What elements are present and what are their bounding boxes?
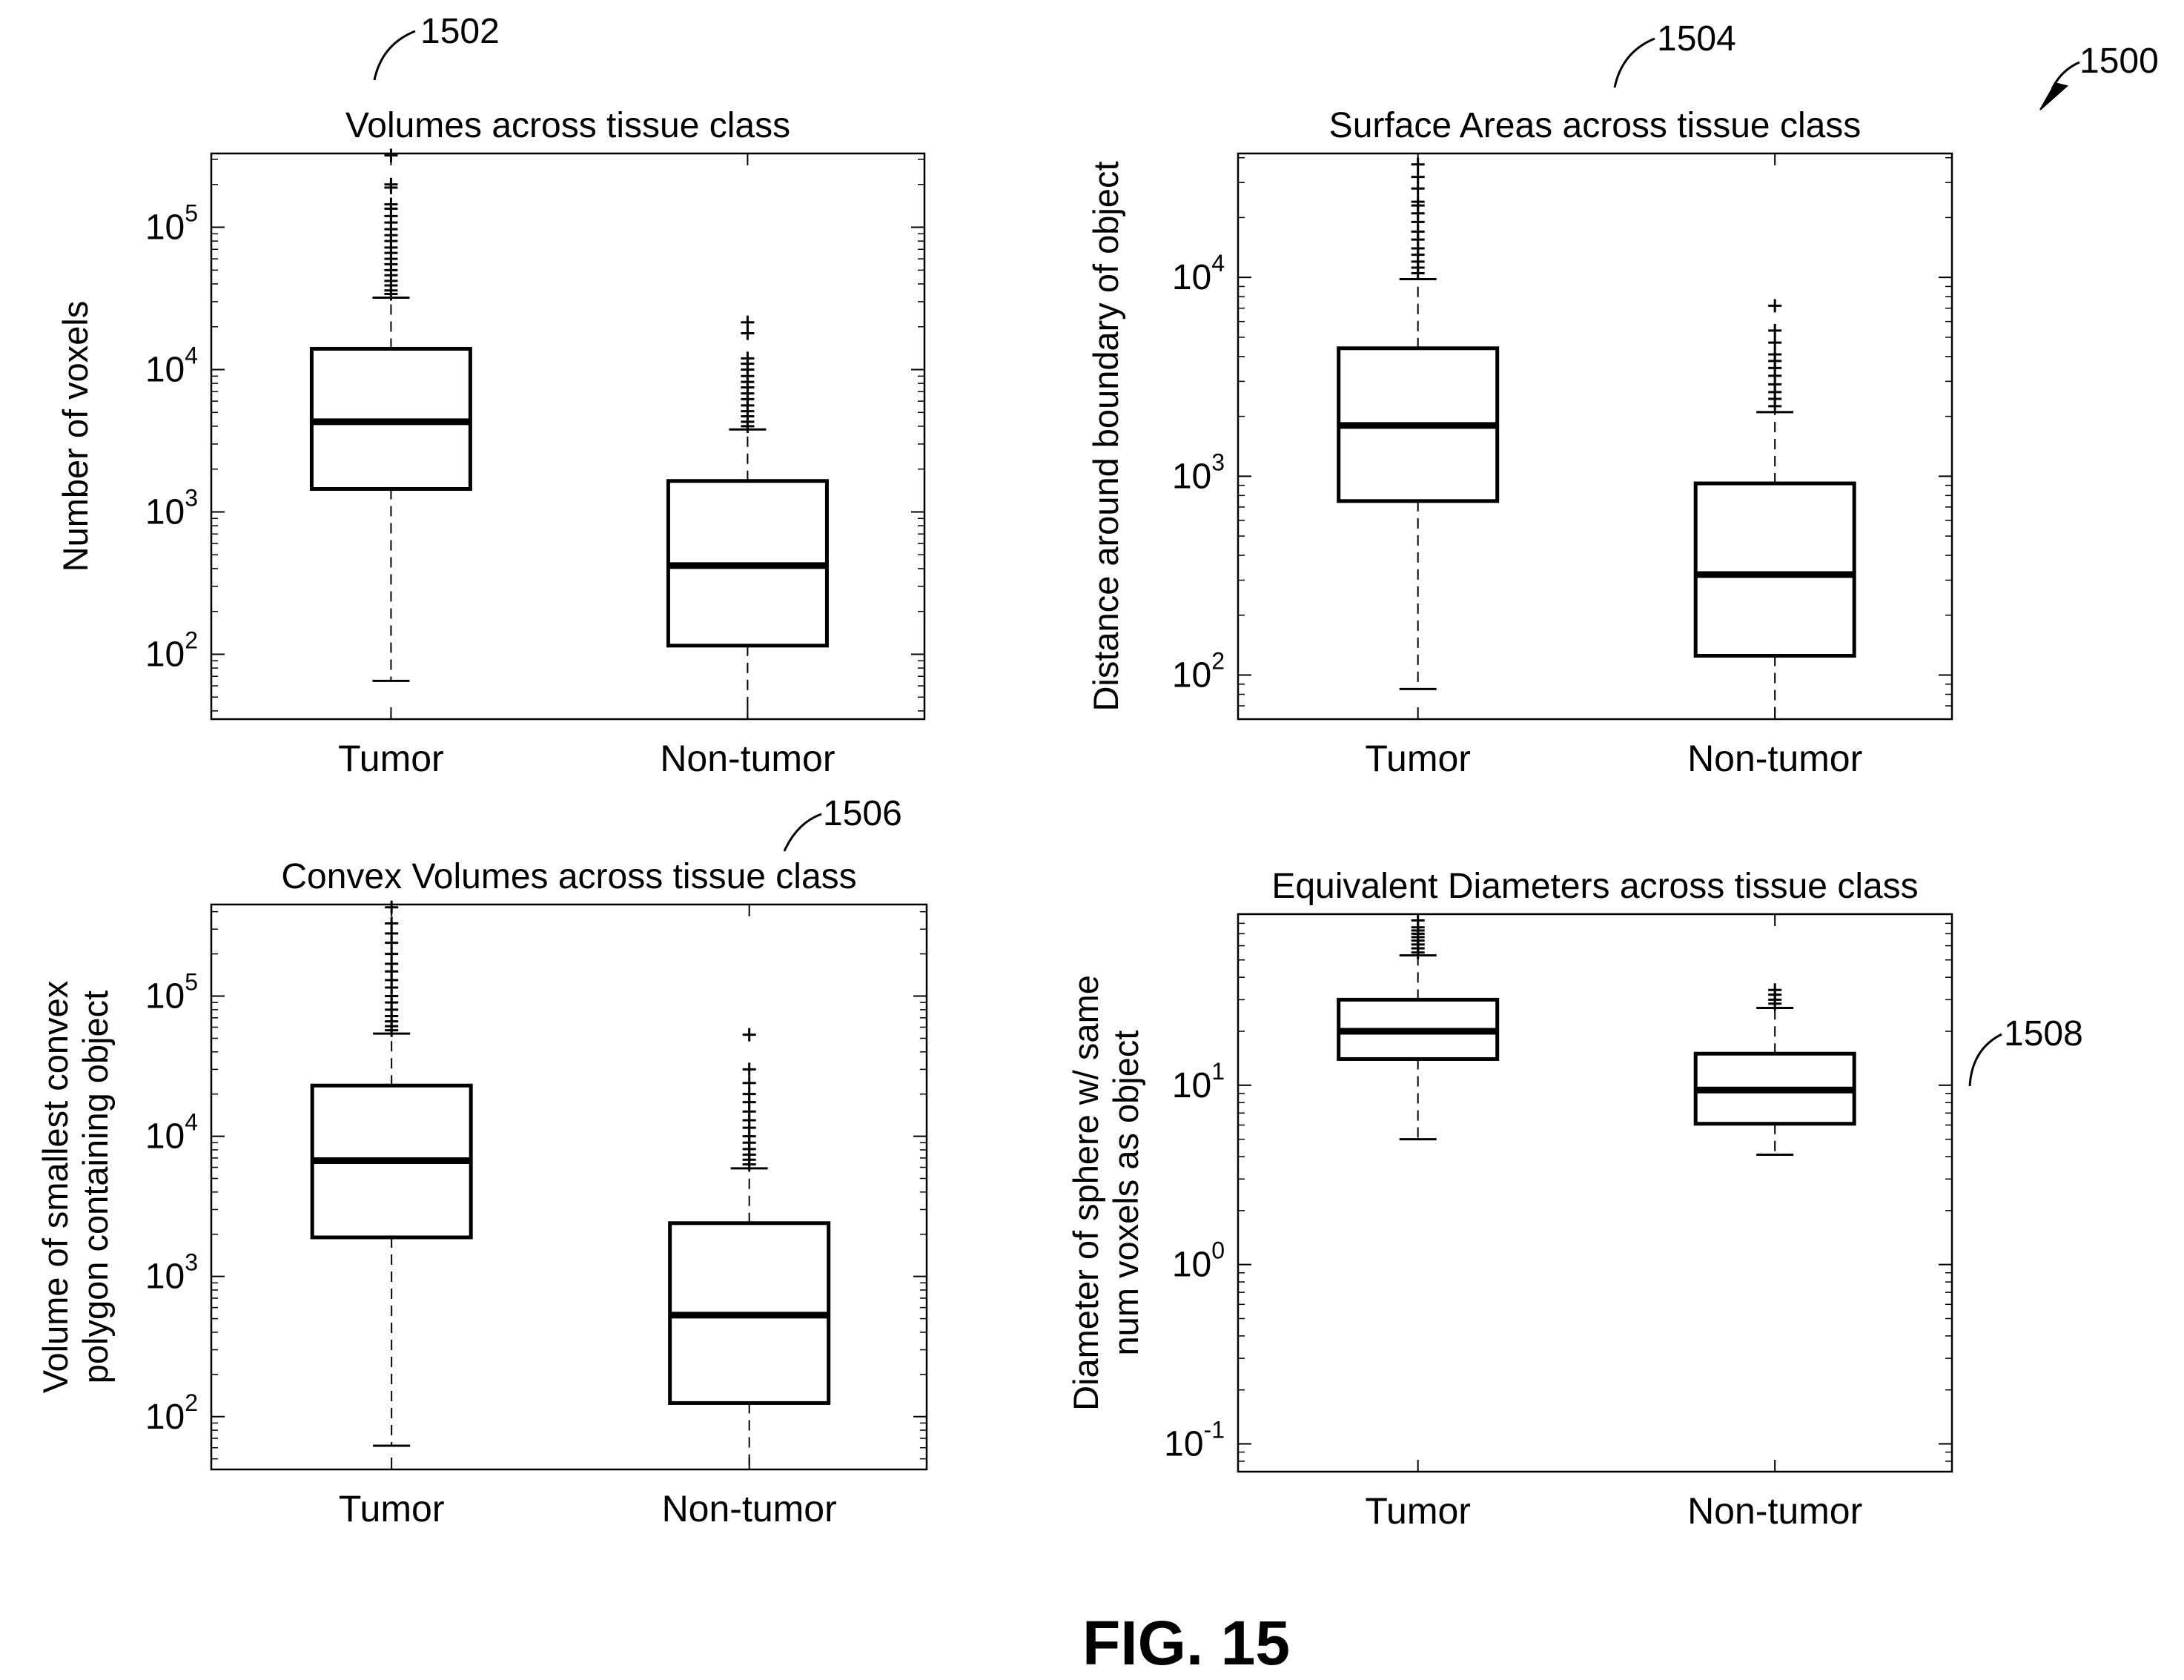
x-tick-label: Tumor bbox=[339, 1488, 445, 1529]
chart-title: Equivalent Diameters across tissue class bbox=[1271, 867, 1918, 906]
reference-label: 1502 bbox=[420, 12, 500, 51]
chart-title: Volumes across tissue class bbox=[345, 106, 790, 145]
chart-panel-2: 102 103 104 Surface Areas across tissue cla… bbox=[1086, 106, 1953, 779]
x-tick-label: Tumor bbox=[1365, 738, 1471, 779]
outlier-marker bbox=[385, 916, 399, 930]
outlier-marker bbox=[741, 351, 755, 366]
outlier-marker bbox=[1768, 323, 1782, 337]
outlier-marker bbox=[385, 900, 399, 914]
outlier-marker bbox=[384, 148, 398, 162]
x-tick-label: Non-tumor bbox=[1687, 1490, 1862, 1532]
reference-label: 1500 bbox=[2079, 42, 2159, 81]
charts: 102 103 104 105 Volumes across tissue class N… bbox=[36, 106, 1953, 1532]
box-tumor: Tumor bbox=[1337, 153, 1500, 779]
leader-line bbox=[373, 30, 416, 81]
chart-panel-3: 102 103 104 105 Convex Volumes across tissue… bbox=[36, 857, 928, 1529]
iqr-box bbox=[1693, 481, 1856, 658]
x-tick-label: Tumor bbox=[338, 738, 444, 779]
reference-numeral: 1500 bbox=[2051, 42, 2159, 90]
y-tick-label: 104 bbox=[145, 1109, 198, 1157]
box-tumor: Tumor bbox=[310, 900, 473, 1529]
y-axis-label: Diameter of sphere w/ same bbox=[1066, 975, 1105, 1411]
y-axis-label: polygon containing object bbox=[76, 991, 115, 1383]
y-tick-label: 102 bbox=[145, 1389, 198, 1437]
box-non-tumor: Non-tumor bbox=[1687, 153, 1862, 779]
plot-frame bbox=[1237, 152, 1953, 721]
y-tick-label: 102 bbox=[145, 626, 198, 674]
chart-title: Surface Areas across tissue class bbox=[1329, 106, 1862, 145]
outlier-marker bbox=[1411, 195, 1425, 209]
chart-panel-4: 10-1 100 101 Equivalent Diameters across ti… bbox=[1066, 867, 1953, 1532]
outlier-marker bbox=[1768, 347, 1782, 361]
box-tumor: Tumor bbox=[309, 148, 472, 779]
y-tick-label: 104 bbox=[1172, 250, 1225, 297]
outlier-marker bbox=[1411, 170, 1425, 184]
box-non-tumor: Non-tumor bbox=[662, 905, 837, 1529]
figure-caption: FIG. 15 bbox=[1082, 1608, 1290, 1678]
outlier-marker bbox=[1768, 299, 1782, 313]
y-tick-label: 101 bbox=[1172, 1058, 1225, 1105]
reference-numeral: 1506 bbox=[783, 794, 902, 852]
reference-label: 1504 bbox=[1657, 19, 1736, 59]
y-tick-label: 103 bbox=[145, 1249, 198, 1297]
y-axis-label: Distance around boundary of object bbox=[1086, 161, 1125, 711]
y-tick-label: 104 bbox=[145, 343, 198, 390]
outlier-marker bbox=[1411, 182, 1425, 196]
x-tick-label: Non-tumor bbox=[662, 1488, 837, 1529]
reference-label: 1508 bbox=[2004, 1014, 2083, 1054]
outlier-marker bbox=[742, 1062, 756, 1077]
outlier-marker bbox=[742, 1076, 756, 1090]
outlier-marker bbox=[1411, 913, 1425, 927]
y-tick-label: 102 bbox=[1172, 648, 1225, 695]
y-tick-label: 105 bbox=[145, 200, 198, 248]
outlier-marker bbox=[1768, 336, 1782, 350]
y-tick-label: 100 bbox=[1172, 1237, 1225, 1285]
arrowhead-icon bbox=[2039, 82, 2069, 110]
plot-frame bbox=[210, 903, 928, 1471]
y-tick-label: 103 bbox=[145, 484, 198, 532]
y-tick-label: 105 bbox=[145, 969, 198, 1016]
leader-line bbox=[783, 813, 822, 852]
outlier-marker bbox=[1768, 983, 1782, 997]
y-axis-label: Volume of smallest convex bbox=[36, 981, 75, 1393]
x-tick-label: Non-tumor bbox=[660, 738, 835, 779]
box-tumor: Tumor bbox=[1337, 913, 1500, 1532]
chart-title: Convex Volumes across tissue class bbox=[281, 857, 856, 896]
outlier-marker bbox=[384, 177, 398, 191]
outlier-marker bbox=[742, 1028, 756, 1042]
reference-numeral: 1504 bbox=[1613, 19, 1736, 88]
plot-frame bbox=[1237, 913, 1953, 1473]
plot-frame bbox=[210, 152, 926, 721]
x-tick-label: Tumor bbox=[1365, 1490, 1471, 1532]
reference-label: 1506 bbox=[823, 794, 902, 833]
y-axis-label: Number of voxels bbox=[56, 301, 95, 572]
box-non-tumor: Non-tumor bbox=[660, 153, 835, 779]
leader-line bbox=[1613, 37, 1655, 88]
box-non-tumor: Non-tumor bbox=[1687, 914, 1862, 1532]
y-tick-label: 10-1 bbox=[1164, 1417, 1225, 1464]
y-axis-label: num voxels as object bbox=[1106, 1031, 1145, 1356]
reference-numeral: 1502 bbox=[373, 12, 500, 81]
leader-line bbox=[1968, 1033, 2002, 1087]
outlier-marker bbox=[384, 197, 398, 211]
reference-numeral: 1508 bbox=[1968, 1014, 2083, 1087]
outlier-marker bbox=[1411, 157, 1425, 171]
outlier-marker bbox=[741, 315, 755, 329]
y-tick-label: 103 bbox=[1172, 449, 1225, 496]
chart-panel-1: 102 103 104 105 Volumes across tissue class N… bbox=[56, 106, 926, 779]
x-tick-label: Non-tumor bbox=[1687, 738, 1862, 779]
reference-annotations: 1502 1504 1506 1508 1500 bbox=[373, 12, 2159, 1087]
